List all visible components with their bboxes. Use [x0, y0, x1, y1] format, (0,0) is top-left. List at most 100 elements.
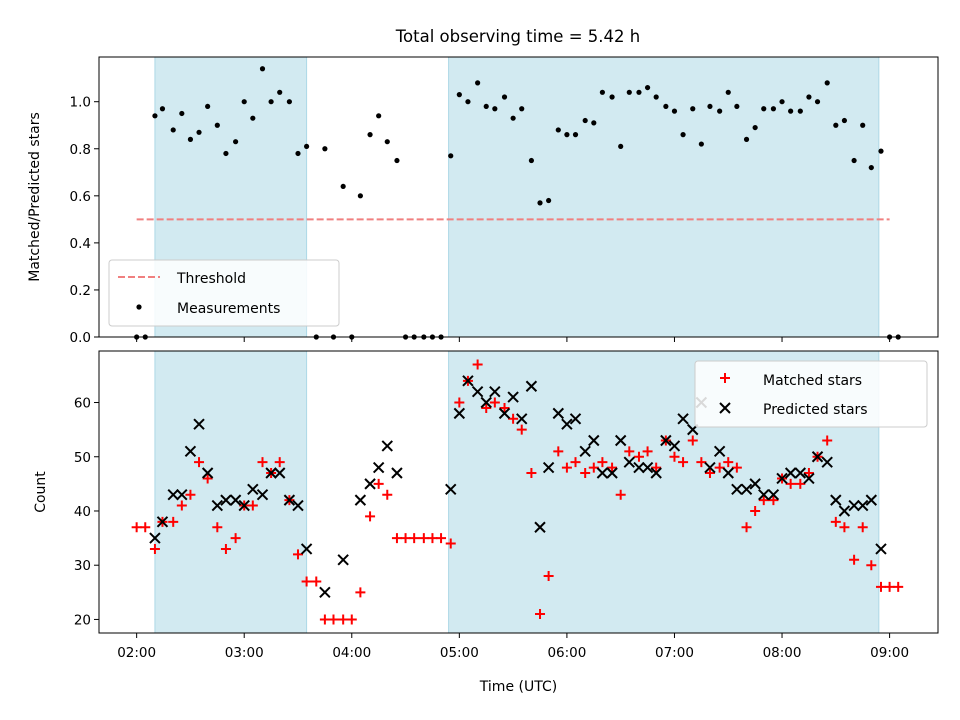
matched-star-marker: [185, 489, 196, 500]
measurement-point: [707, 103, 713, 110]
measurement-point: [797, 108, 803, 114]
measurement-point: [572, 132, 579, 138]
measurement-point: [367, 132, 373, 138]
measurement-point: [725, 89, 731, 95]
observing-window-shading: [154, 350, 880, 634]
predicted-star-marker: [184, 445, 197, 458]
matched-star-marker: [489, 397, 500, 408]
measurement-point: [519, 106, 525, 112]
predicted-star-marker: [354, 494, 367, 506]
matched-star-marker: [758, 495, 769, 506]
matched-star-marker: [704, 468, 715, 479]
matched-star-marker: [319, 614, 330, 625]
measurement-point: [833, 122, 839, 128]
matched-star-marker: [436, 533, 447, 544]
measurement-point: [717, 108, 723, 114]
predicted-star-marker: [247, 483, 259, 495]
measurement-point: [465, 99, 471, 105]
ratio-panel-ticks: 0.0 0.2 0.4 0.6 0.8 1.0: [70, 95, 891, 346]
predicted-star-marker: [319, 586, 331, 599]
measurement-point: [205, 103, 211, 110]
measurement-point: [555, 127, 561, 133]
matched-star-marker: [409, 533, 420, 544]
predicted-star-marker: [372, 461, 385, 474]
matched-star-marker: [607, 462, 618, 473]
predicted-star-marker: [561, 418, 573, 430]
ratio-legend: Threshold Measurements: [108, 259, 340, 327]
x-tick-label: 03:00: [225, 645, 264, 661]
count-y-axis-label: Count: [33, 471, 49, 513]
measurement-point: [384, 139, 390, 145]
matched-star-marker: [373, 478, 384, 489]
measurement-point: [644, 84, 651, 91]
matched-star-marker: [391, 533, 402, 544]
measurement-point: [752, 124, 758, 131]
predicted-star-marker: [445, 483, 457, 495]
predicted-star-marker: [507, 391, 519, 403]
predicted-star-marker: [211, 499, 224, 512]
matched-star-marker: [445, 538, 456, 549]
matched-star-marker: [678, 457, 689, 468]
legend-measurements-label: Measurements: [177, 301, 280, 317]
shaded-region: [448, 56, 880, 338]
predicted-star-marker: [579, 445, 591, 458]
measurement-point: [680, 132, 686, 138]
matched-star-marker: [418, 533, 429, 544]
ratio-y-axis-label: Matched/Predicted stars: [27, 112, 43, 282]
matched-star-marker: [731, 462, 742, 473]
measurement-point: [483, 103, 489, 110]
predicted-star-marker: [875, 543, 887, 555]
predicted-star-marker: [803, 472, 815, 485]
predicted-star-marker: [391, 467, 403, 479]
matched-star-marker: [785, 478, 796, 489]
predicted-star-marker: [265, 467, 277, 479]
matched-star-marker: [687, 435, 698, 446]
predicted-star-marker: [713, 445, 726, 458]
predicted-star-marker: [149, 532, 161, 544]
predicted-star-marker: [364, 478, 376, 490]
predicted-star-marker: [569, 413, 582, 425]
predicted-star-marker: [381, 440, 393, 452]
matched-star-marker: [176, 500, 187, 511]
matched-star-marker: [750, 505, 761, 516]
predicted-star-marker: [588, 434, 600, 447]
predicted-star-marker: [731, 483, 743, 495]
predicted-star-marker: [201, 467, 214, 479]
predicted-star-marker: [811, 451, 824, 463]
count-panel-series: [131, 359, 904, 625]
predicted-star-marker: [704, 461, 716, 474]
predicted-star-marker: [462, 375, 474, 387]
predicted-star-marker: [606, 467, 618, 479]
measurement-point: [357, 193, 363, 199]
matched-star-marker: [741, 522, 752, 533]
predicted-star-marker: [641, 461, 654, 474]
ratio-panel: 0.0 0.2 0.4 0.6 0.8 1.0 Matched/Predicted sta…: [27, 56, 939, 346]
measurement-point: [376, 113, 382, 119]
matched-star-marker: [454, 397, 465, 408]
shaded-region: [154, 350, 308, 634]
measurement-point: [179, 110, 185, 117]
predicted-star-marker: [167, 489, 179, 501]
y-tick-label: 30: [74, 558, 91, 574]
measurement-point: [868, 164, 874, 171]
matched-star-marker: [247, 500, 258, 511]
matched-star-marker: [714, 462, 725, 473]
x-tick-label: 09:00: [870, 645, 909, 661]
measurement-point: [214, 122, 220, 128]
measurement-point: [340, 183, 346, 190]
matched-star-marker: [508, 413, 519, 424]
measurement-point: [636, 89, 642, 95]
y-tick-label: 60: [74, 396, 91, 412]
count-legend: Matched stars Predicted stars: [694, 360, 928, 428]
measurement-point: [286, 99, 292, 105]
matched-star-marker: [633, 451, 644, 462]
measurement-point: [456, 92, 462, 98]
measurement-point: [582, 117, 588, 124]
matched-star-marker: [839, 522, 850, 533]
matched-star-marker: [131, 522, 142, 533]
matched-star-marker: [365, 511, 376, 522]
predicted-star-marker: [623, 456, 635, 468]
predicted-star-marker: [229, 494, 242, 506]
matched-star-marker: [875, 581, 886, 592]
ratio-panel-series: [134, 66, 901, 340]
